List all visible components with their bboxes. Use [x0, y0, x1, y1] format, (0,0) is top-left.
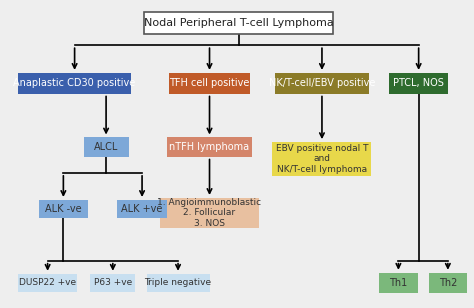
FancyBboxPatch shape	[169, 73, 250, 94]
Text: NK/T-cell/EBV positive: NK/T-cell/EBV positive	[269, 78, 375, 88]
Text: Th1: Th1	[389, 278, 408, 288]
Text: ALK -ve: ALK -ve	[45, 204, 82, 214]
FancyBboxPatch shape	[379, 273, 418, 293]
FancyBboxPatch shape	[160, 198, 259, 228]
Text: Anaplastic CD30 positive: Anaplastic CD30 positive	[13, 78, 136, 88]
Text: nTFH lymphoma: nTFH lymphoma	[170, 142, 250, 152]
FancyBboxPatch shape	[38, 200, 88, 218]
Text: Th2: Th2	[439, 278, 457, 288]
FancyBboxPatch shape	[273, 142, 372, 176]
Text: PTCL, NOS: PTCL, NOS	[393, 78, 444, 88]
FancyBboxPatch shape	[91, 274, 135, 292]
Text: 1. Angioimmunoblastic
2. Follicular
3. NOS: 1. Angioimmunoblastic 2. Follicular 3. N…	[157, 198, 262, 228]
FancyBboxPatch shape	[167, 137, 252, 156]
Text: ALK +ve: ALK +ve	[121, 204, 163, 214]
Text: EBV positive nodal T
and
NK/T-cell lymphoma: EBV positive nodal T and NK/T-cell lymph…	[276, 144, 368, 174]
Text: TFH cell positive: TFH cell positive	[169, 78, 250, 88]
FancyBboxPatch shape	[18, 274, 77, 292]
FancyBboxPatch shape	[118, 200, 167, 218]
Text: Triple negative: Triple negative	[145, 278, 211, 287]
FancyBboxPatch shape	[390, 73, 448, 94]
Text: ALCL: ALCL	[94, 142, 118, 152]
FancyBboxPatch shape	[18, 73, 131, 94]
Text: P63 +ve: P63 +ve	[94, 278, 132, 287]
FancyBboxPatch shape	[275, 73, 369, 94]
Text: DUSP22 +ve: DUSP22 +ve	[19, 278, 76, 287]
FancyBboxPatch shape	[83, 137, 128, 156]
Text: Nodal Peripheral T-cell Lymphoma: Nodal Peripheral T-cell Lymphoma	[144, 18, 334, 28]
FancyBboxPatch shape	[429, 273, 467, 293]
FancyBboxPatch shape	[144, 12, 333, 34]
FancyBboxPatch shape	[146, 274, 210, 292]
